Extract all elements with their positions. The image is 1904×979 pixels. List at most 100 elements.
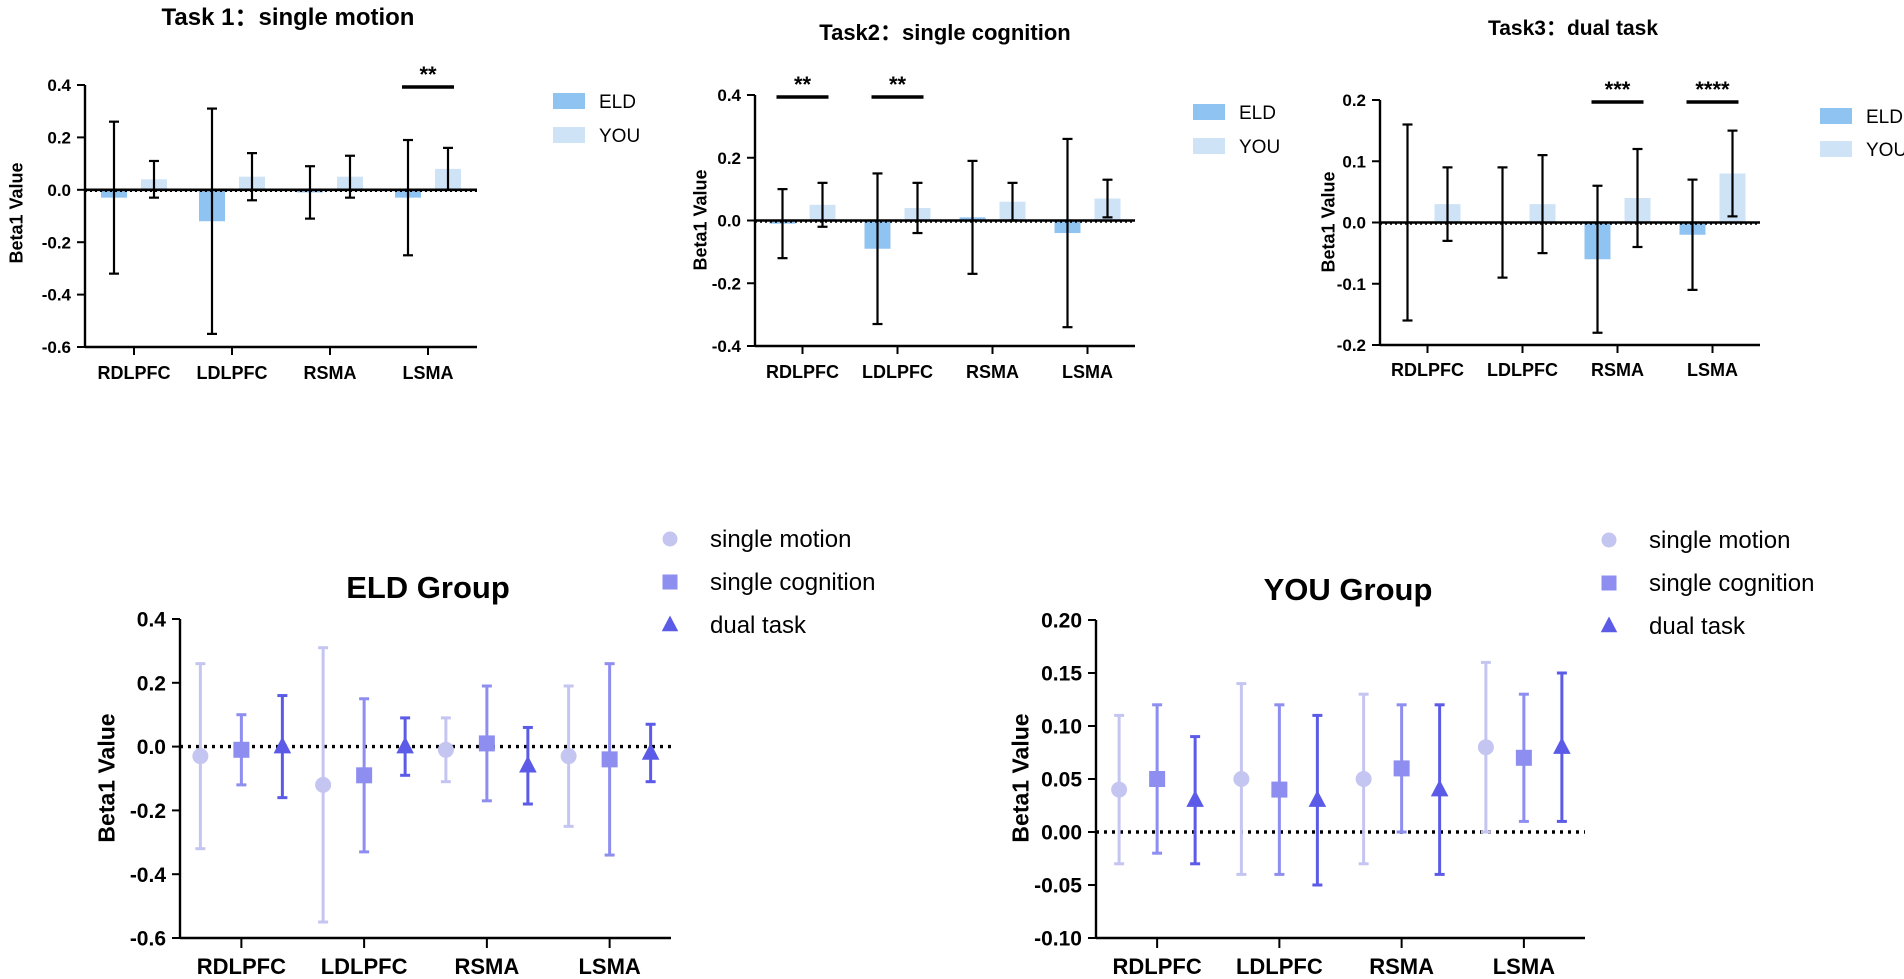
you-legend-marker-square xyxy=(1601,575,1617,591)
eld-legend-marker-triangle xyxy=(661,615,679,632)
eld-legend-label: dual task xyxy=(710,612,807,639)
task3-ytick-label: 0.0 xyxy=(1342,214,1366,233)
you-ytick-label: 0.00 xyxy=(1041,822,1082,845)
task3-ytick-label: 0.2 xyxy=(1342,91,1366,110)
you-ytick-label: 0.15 xyxy=(1041,663,1082,686)
task2-legend-swatch xyxy=(1193,138,1225,154)
eld-marker-square xyxy=(601,751,618,768)
task2-ytick-label: 0.4 xyxy=(717,86,741,105)
task1-category-label: RSMA xyxy=(304,363,357,383)
task3-category-label: RDLPFC xyxy=(1391,360,1464,380)
eld-category-label: RSMA xyxy=(454,954,519,979)
task3-legend-swatch xyxy=(1820,108,1852,124)
task2-category-label: LSMA xyxy=(1062,362,1113,382)
task1-legend-swatch xyxy=(553,127,585,143)
you-title: YOU Group xyxy=(1264,572,1433,607)
you-marker-square xyxy=(1149,771,1166,787)
task3-y-label: Beta1 Value xyxy=(1318,171,1338,272)
task1-ytick-label: -0.2 xyxy=(42,233,71,252)
eld-legend-marker-square xyxy=(662,574,678,590)
task2-legend-swatch xyxy=(1193,104,1225,120)
eld-marker-square xyxy=(356,767,373,784)
task3-significance-label: **** xyxy=(1695,77,1730,102)
you-legend-label: dual task xyxy=(1649,613,1746,640)
eld-chart: ELD Group 0.4 0.2 0.0 -0.2 -0.4 -0.6 Beta1 Valu… xyxy=(93,526,875,979)
task3-category-label: LSMA xyxy=(1687,360,1738,380)
you-category-label: LDLPFC xyxy=(1236,954,1323,979)
task3-category-label: RSMA xyxy=(1591,360,1644,380)
eld-ytick-label: 0.0 xyxy=(137,736,166,759)
task1-category-label: RDLPFC xyxy=(98,363,171,383)
eld-ytick-label: 0.4 xyxy=(137,609,167,632)
task2-ytick-label: -0.2 xyxy=(712,274,741,293)
task3-chart: Task3：dual task 0.2 0.1 0.0 -0.1 -0.2 Beta1 Va… xyxy=(1318,17,1904,380)
you-ytick-label: -0.10 xyxy=(1034,928,1082,951)
you-marker-circle xyxy=(1233,771,1250,787)
you-marker-square xyxy=(1271,781,1288,798)
task1-ytick-label: 0.0 xyxy=(47,181,71,200)
task1-category-label: LDLPFC xyxy=(197,363,268,383)
eld-legend-label: single motion xyxy=(710,526,851,553)
you-ytick-label: -0.05 xyxy=(1034,875,1082,898)
eld-ytick-label: -0.2 xyxy=(130,800,166,823)
eld-ytick-label: 0.2 xyxy=(137,672,166,695)
task2-legend-label: YOU xyxy=(1239,137,1280,158)
you-ytick-label: 0.20 xyxy=(1041,610,1082,633)
you-marker-circle xyxy=(1355,771,1372,787)
eld-marker-circle xyxy=(315,776,332,793)
task2-category-label: LDLPFC xyxy=(862,362,933,382)
eld-ytick-label: -0.4 xyxy=(130,864,167,887)
eld-marker-triangle xyxy=(519,755,537,773)
you-ytick-label: 0.05 xyxy=(1041,769,1082,792)
task2-ytick-label: 0.2 xyxy=(717,149,741,168)
you-marker-square xyxy=(1515,749,1532,766)
eld-marker-square xyxy=(233,741,250,758)
task3-title: Task3：dual task xyxy=(1488,17,1658,40)
you-marker-triangle xyxy=(1430,779,1449,797)
eld-marker-circle xyxy=(560,748,577,765)
task2-title: Task2：single cognition xyxy=(819,20,1070,45)
task1-legend-label: ELD xyxy=(599,92,636,113)
task2-category-label: RSMA xyxy=(966,362,1019,382)
you-marker-circle xyxy=(1477,739,1494,756)
task1-ytick-label: -0.6 xyxy=(42,338,71,357)
you-marker-circle xyxy=(1111,781,1128,798)
task1-ytick-label: 0.2 xyxy=(47,129,71,148)
eld-category-label: LSMA xyxy=(578,954,640,979)
task1-y-label: Beta1 Value xyxy=(6,162,26,263)
task2-significance-label: ** xyxy=(889,72,907,97)
task2-ytick-label: 0.0 xyxy=(717,212,741,231)
eld-marker-triangle xyxy=(396,736,414,754)
task1-chart: Task 1：single motion 0.4 0.2 0.0 -0.2 -0.4 -0.… xyxy=(6,4,640,383)
you-category-label: LSMA xyxy=(1493,954,1555,979)
task1-ytick-label: -0.4 xyxy=(42,286,72,305)
task3-ytick-label: 0.1 xyxy=(1342,152,1366,171)
you-legend-marker-triangle xyxy=(1600,616,1618,633)
eld-legend-marker-circle xyxy=(662,531,678,547)
task1-significance-label: ** xyxy=(419,62,437,87)
eld-category-label: RDLPFC xyxy=(197,954,286,979)
eld-legend-label: single cognition xyxy=(710,569,875,596)
task3-ytick-label: -0.1 xyxy=(1337,275,1366,294)
you-ytick-label: 0.10 xyxy=(1041,716,1082,739)
task2-ytick-label: -0.4 xyxy=(712,337,742,356)
task1-ytick-label: 0.4 xyxy=(47,76,71,95)
task1-legend-swatch xyxy=(553,93,585,109)
task3-ytick-label: -0.2 xyxy=(1337,336,1366,355)
task2-significance-label: ** xyxy=(794,72,812,97)
task3-legend-label: YOU xyxy=(1866,140,1904,161)
eld-title: ELD Group xyxy=(346,570,510,605)
you-marker-triangle xyxy=(1308,790,1327,807)
you-marker-triangle xyxy=(1186,790,1204,807)
task2-category-label: RDLPFC xyxy=(766,362,839,382)
eld-marker-circle xyxy=(437,741,454,758)
you-legend-marker-circle xyxy=(1601,532,1617,548)
you-category-label: RDLPFC xyxy=(1113,954,1202,979)
eld-marker-triangle xyxy=(641,742,660,760)
task3-legend-swatch xyxy=(1820,141,1852,157)
eld-marker-square xyxy=(478,735,495,752)
eld-ytick-label: -0.6 xyxy=(130,928,166,951)
task3-category-label: LDLPFC xyxy=(1487,360,1558,380)
task1-legend-label: YOU xyxy=(599,126,640,147)
